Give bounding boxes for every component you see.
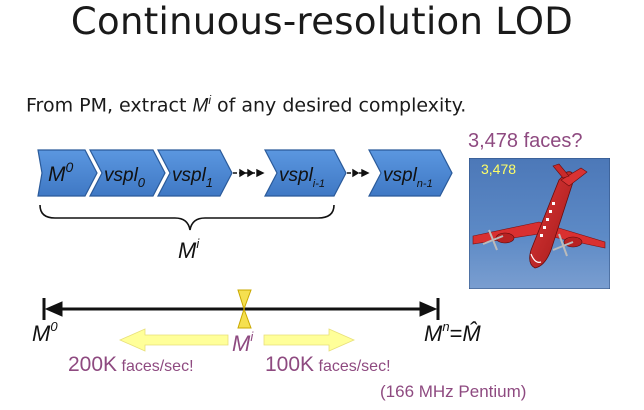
axis-left-label: M0 xyxy=(32,319,58,346)
slide-title: Continuous-resolution LOD xyxy=(70,0,574,43)
dotted-arrow-1 xyxy=(233,168,265,178)
subtitle: From PM, extract Mi of any desired compl… xyxy=(26,93,466,117)
rate-left-unit: faces/sec! xyxy=(117,358,194,375)
chevron-m0 xyxy=(37,149,98,197)
rate-right-unit: faces/sec! xyxy=(314,358,391,375)
chevron-label-vspl1: vspl1 xyxy=(172,165,213,190)
chevron-label-vspl0: vspl0 xyxy=(104,165,146,190)
axis-slider-label: Mi xyxy=(232,329,254,356)
rate-left: 200K faces/sec! xyxy=(68,353,194,377)
slider-handle[interactable] xyxy=(237,289,252,329)
chevron-label-m0: M0 xyxy=(48,159,74,186)
plane-face-count: 3,478 xyxy=(481,161,517,177)
subtitle-sup: i xyxy=(208,93,211,107)
chevron-label-vspl-n-1: vspln-1 xyxy=(383,165,433,190)
brace-label: Mi xyxy=(178,236,200,263)
chevron-vspl-n-1 xyxy=(368,149,453,197)
axis-right-label: Mn=M̂ xyxy=(424,319,481,346)
curly-brace xyxy=(39,204,335,231)
subtitle-m: M xyxy=(192,95,209,117)
subtitle-suffix: of any desired complexity. xyxy=(210,94,467,117)
chevron-label-vspl-i-1: vspli-1 xyxy=(279,165,325,190)
rate-right: 100K faces/sec! xyxy=(265,353,391,377)
airplane-image xyxy=(469,158,610,289)
yellow-arrow-left xyxy=(119,328,229,352)
dotted-arrow-2 xyxy=(347,168,370,178)
cpu-note: (166 MHz Pentium) xyxy=(380,382,527,401)
rate-right-num: 100K xyxy=(265,353,315,376)
subtitle-prefix: From PM, extract xyxy=(26,94,193,117)
rate-left-num: 200K xyxy=(68,353,118,376)
yellow-arrow-right xyxy=(263,328,355,352)
chevron-vspl-i-1 xyxy=(264,149,347,197)
faces-question: 3,478 faces? xyxy=(468,130,583,152)
chevron-vspl0 xyxy=(89,149,166,197)
lod-axis xyxy=(42,298,440,320)
chevron-vspl1 xyxy=(157,149,233,197)
